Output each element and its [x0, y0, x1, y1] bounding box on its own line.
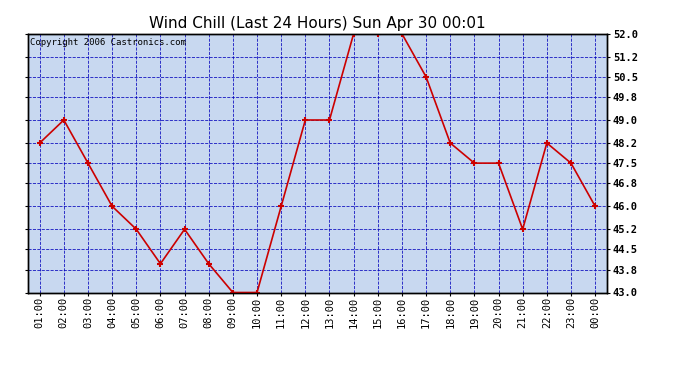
Text: Copyright 2006 Castronics.com: Copyright 2006 Castronics.com: [30, 38, 186, 46]
Title: Wind Chill (Last 24 Hours) Sun Apr 30 00:01: Wind Chill (Last 24 Hours) Sun Apr 30 00…: [149, 16, 486, 31]
